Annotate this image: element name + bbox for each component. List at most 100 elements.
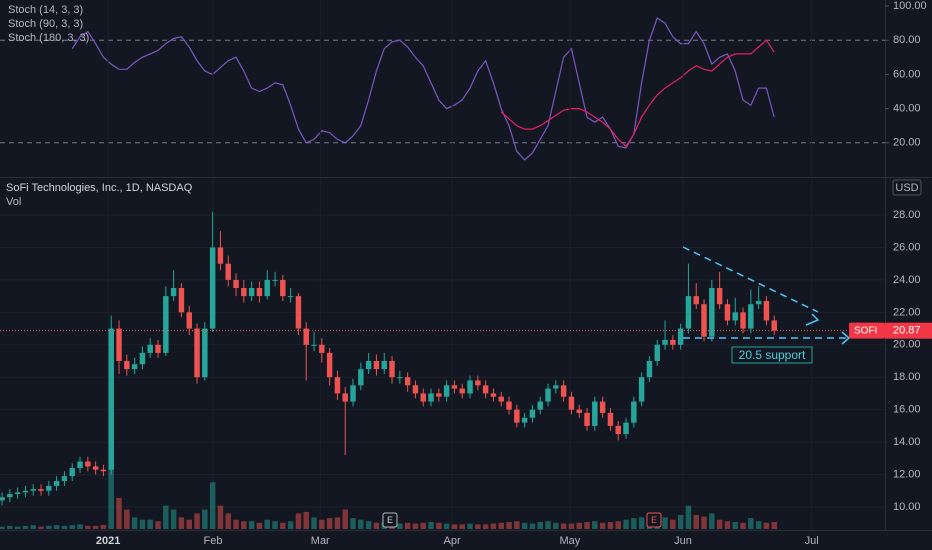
candle-body	[693, 296, 699, 305]
candle-body	[264, 279, 270, 297]
volume-bar	[771, 522, 777, 529]
volume-bar	[506, 522, 512, 529]
candle-body	[248, 288, 255, 297]
candle-body	[108, 328, 114, 470]
candle-body	[584, 412, 590, 426]
volume-bar	[38, 526, 44, 529]
candle-body	[280, 279, 286, 297]
candle-body	[178, 288, 185, 313]
y-tick-label: 40.00	[893, 103, 921, 115]
candle-body	[451, 385, 458, 389]
volume-bar	[334, 517, 341, 529]
volume-bar	[638, 517, 645, 529]
y-tick-label: 22.00	[893, 306, 921, 318]
volume-bar	[0, 526, 5, 529]
volume-bar	[553, 522, 559, 529]
annotation-text: 20.5 support	[739, 348, 806, 362]
stoch-line	[500, 39, 775, 148]
candle-body	[311, 344, 317, 346]
candle-body	[724, 304, 731, 321]
volume-bar	[77, 524, 83, 529]
volume-bar	[202, 509, 208, 529]
volume-bar	[85, 525, 91, 529]
candle-body	[77, 461, 83, 469]
volume-bar	[358, 519, 364, 529]
candle-body	[381, 361, 387, 370]
candle-body	[553, 385, 559, 389]
candle-body	[506, 401, 512, 410]
x-tick-label: 2021	[96, 535, 120, 547]
candle-body	[560, 385, 567, 397]
symbol-box	[849, 322, 885, 339]
volume-bar	[69, 525, 75, 529]
candle-body	[287, 296, 294, 298]
candle-body	[295, 296, 302, 329]
candle-body	[334, 377, 341, 394]
candle-body	[61, 476, 68, 482]
candle-body	[615, 425, 621, 434]
candle-body	[599, 401, 606, 413]
candle-body	[623, 422, 629, 434]
candle-body	[514, 409, 520, 423]
trend-arrow	[805, 313, 820, 326]
volume-bar	[365, 521, 372, 529]
candle-body	[763, 300, 770, 321]
volume-bar	[264, 519, 270, 529]
candle-body	[638, 377, 645, 402]
candle-body	[545, 388, 551, 402]
volume-bar	[475, 524, 481, 529]
volume-bar	[748, 518, 754, 529]
volume-bar	[256, 522, 263, 529]
annotation-box	[731, 346, 813, 364]
volume-bar	[631, 518, 637, 529]
volume-bar	[397, 523, 403, 529]
candle-body	[256, 288, 263, 297]
earnings-label: E	[651, 515, 657, 525]
legend-entry: Stoch (180, 3, 3)	[8, 32, 89, 44]
candle-body	[482, 385, 489, 394]
candle-body	[303, 328, 309, 345]
candle-body	[654, 344, 660, 362]
candle-body	[22, 490, 29, 493]
candle-body	[459, 388, 465, 394]
candle-body	[716, 288, 723, 305]
volume-bar	[615, 521, 621, 529]
x-tick-label: Apr	[444, 535, 461, 547]
candle-body	[631, 401, 637, 423]
y-tick-label: 18.00	[893, 371, 921, 383]
trend-drawings	[682, 246, 851, 345]
volume-bar	[576, 522, 582, 529]
candle-body	[241, 288, 247, 297]
volume-bar	[350, 518, 356, 529]
candle-body	[709, 288, 715, 337]
candle-body	[537, 401, 543, 410]
candle-body	[319, 344, 325, 353]
volume-bar	[662, 517, 668, 529]
candle-body	[428, 393, 434, 402]
volume-bar	[280, 522, 286, 529]
support-arrow	[841, 331, 851, 345]
volume-bar	[46, 525, 52, 529]
y-tick-label: 80.00	[893, 34, 921, 46]
volume-bar	[521, 522, 528, 529]
y-tick-label: 12.00	[893, 468, 921, 480]
volume-bar	[92, 525, 99, 529]
candle-body	[100, 469, 107, 472]
candle-body	[412, 385, 419, 394]
candle-body	[592, 401, 598, 426]
volume-bar	[100, 525, 107, 529]
candle-body	[389, 361, 395, 378]
volume-bar	[545, 521, 551, 529]
x-tick-label: Feb	[204, 535, 223, 547]
volume-bar	[14, 526, 21, 529]
volume-bar	[272, 521, 278, 529]
candle-body	[373, 361, 380, 370]
candle-body	[69, 468, 75, 477]
volume-bar	[186, 519, 192, 529]
volume-bar	[459, 524, 465, 529]
volume-bar	[108, 459, 114, 529]
legend-entry: Stoch (90, 3, 3)	[8, 18, 83, 30]
